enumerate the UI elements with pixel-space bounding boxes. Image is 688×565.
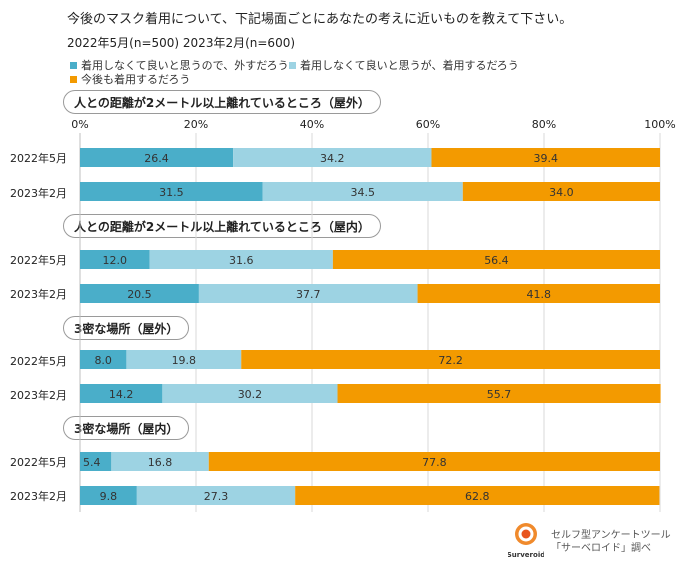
bar-value-label-g2-r2-s3: 41.8: [527, 288, 552, 301]
legend-label-remove: 着用しなくて良いと思うので、外すだろう: [81, 59, 289, 72]
bar-segment-g3-r2-s2: [162, 384, 338, 403]
bar-value-label-g3-r1-s2: 19.8: [172, 354, 197, 367]
x-tick-label-4: 80%: [532, 118, 556, 131]
bar-value-label-g1-r2-s2: 34.5: [351, 186, 376, 199]
legend-item-wear-anyway: 着用しなくて良いと思うが、着用するだろう: [289, 57, 519, 73]
bar-value-label-g3-r2-s3: 55.7: [487, 388, 512, 401]
bar-value-label-g2-r1-s2: 31.6: [229, 254, 254, 267]
bar-value-label-g2-r2-s1: 20.5: [127, 288, 152, 301]
bar-segment-g1-r2-s2: [262, 182, 463, 201]
bar-segment-g2-r1-s2: [149, 250, 333, 269]
section-pill-3c-indoor: 3密な場所（屋内）: [63, 416, 190, 440]
x-tick-label-3: 60%: [416, 118, 440, 131]
row-label-g3-2022: 2022年5月: [10, 355, 67, 368]
legend-item-remove: 着用しなくて良いと思うので、外すだろう: [70, 57, 289, 73]
bar-segment-g2-r1-s3: [332, 250, 660, 269]
chart-subtitle: 2022年5月(n=500) 2023年2月(n=600): [67, 36, 296, 50]
bar-segment-g1-r1-s2: [233, 148, 432, 167]
section-pill-3c-outdoor: 3密な場所（屋外）: [63, 316, 190, 340]
chart-title: 今後のマスク着用について、下記場面ごとにあなたの考えに近いものを教えて下さい。: [67, 12, 573, 27]
footer-caption-line2: 「サーベロイド」調べ: [551, 543, 651, 554]
bar-segment-g2-r2-s3: [417, 284, 660, 303]
surveroid-logo-mark: Surveroid: [507, 523, 545, 559]
bar-value-label-g2-r1-s3: 56.4: [484, 254, 509, 267]
row-label-g4-2022: 2022年5月: [10, 456, 67, 469]
bar-segment-g4-r2-s1: [80, 486, 137, 505]
bar-segment-g4-r2-s3: [295, 486, 660, 505]
x-tick-label-1: 20%: [184, 118, 208, 131]
row-label-g2-2023: 2023年2月: [10, 288, 67, 301]
legend-swatch-dark-blue: [70, 61, 77, 69]
legend-label-wear-anyway: 着用しなくて良いと思うが、着用するだろう: [300, 59, 519, 72]
bar-segment-g3-r1-s2: [126, 350, 242, 369]
bar-value-label-g1-r1-s3: 39.4: [533, 152, 558, 165]
legend-label-keep-wearing: 今後も着用するだろう: [81, 73, 191, 86]
bar-value-label-g3-r2-s2: 30.2: [238, 388, 263, 401]
bar-segment-g2-r2-s2: [198, 284, 418, 303]
section-pill-2m-indoor: 人との距離が2メートル以上離れているところ（屋内）: [63, 214, 381, 238]
bar-value-label-g3-r1-s3: 72.2: [438, 354, 463, 367]
bar-segment-g2-r2-s1: [80, 284, 199, 303]
bar-segment-g4-r1-s2: [111, 452, 209, 471]
bar-segment-g1-r2-s1: [80, 182, 263, 201]
bar-value-label-g4-r2-s2: 27.3: [204, 490, 229, 503]
bar-value-label-g3-r2-s1: 14.2: [109, 388, 134, 401]
bar-value-label-g1-r1-s1: 26.4: [144, 152, 169, 165]
x-tick-label-0: 0%: [71, 118, 88, 131]
surveroid-logo: Surveroid: [507, 521, 545, 561]
section-pill-2m-outdoor: 人との距離が2メートル以上離れているところ（屋外）: [63, 90, 381, 114]
bar-value-label-g2-r1-s1: 12.0: [103, 254, 128, 267]
bar-segment-g4-r1-s1: [80, 452, 112, 471]
bar-segment-g2-r1-s1: [80, 250, 150, 269]
logo-text: Surveroid: [508, 551, 544, 559]
row-label-g4-2023: 2023年2月: [10, 490, 67, 503]
bar-value-label-g1-r2-s1: 31.5: [159, 186, 184, 199]
bar-segment-g1-r2-s3: [462, 182, 660, 201]
bar-segment-g4-r2-s2: [136, 486, 296, 505]
bar-segment-g1-r1-s1: [80, 148, 234, 167]
bar-value-label-g1-r2-s3: 34.0: [549, 186, 574, 199]
bar-segment-g4-r1-s3: [208, 452, 660, 471]
bar-value-label-g4-r1-s2: 16.8: [148, 456, 173, 469]
bar-value-label-g3-r1-s1: 8.0: [94, 354, 112, 367]
bar-segment-g3-r2-s3: [337, 384, 661, 403]
legend-swatch-orange: [70, 75, 77, 83]
bar-segment-g1-r1-s3: [431, 148, 660, 167]
legend-swatch-light-blue: [289, 61, 296, 69]
bar-value-label-g1-r1-s2: 34.2: [320, 152, 345, 165]
footer-caption: セルフ型アンケートツール 「サーベロイド」調べ: [551, 529, 671, 555]
footer-caption-line1: セルフ型アンケートツール: [551, 530, 671, 541]
row-label-g1-2022: 2022年5月: [10, 152, 67, 165]
bar-value-label-g4-r1-s3: 77.8: [422, 456, 447, 469]
legend-item-keep-wearing: 今後も着用するだろう: [70, 71, 190, 87]
row-label-g1-2023: 2023年2月: [10, 187, 67, 200]
bar-value-label-g4-r2-s3: 62.8: [465, 490, 490, 503]
bar-segment-g3-r2-s1: [80, 384, 163, 403]
x-tick-label-2: 40%: [300, 118, 324, 131]
x-tick-label-5: 100%: [644, 118, 675, 131]
row-label-g3-2023: 2023年2月: [10, 389, 67, 402]
row-label-g2-2022: 2022年5月: [10, 254, 67, 267]
bar-value-label-g2-r2-s2: 37.7: [296, 288, 321, 301]
bar-value-label-g4-r1-s1: 5.4: [83, 456, 101, 469]
bar-value-label-g4-r2-s1: 9.8: [100, 490, 118, 503]
bar-segment-g3-r1-s3: [241, 350, 661, 369]
bar-segment-g3-r1-s1: [80, 350, 127, 369]
